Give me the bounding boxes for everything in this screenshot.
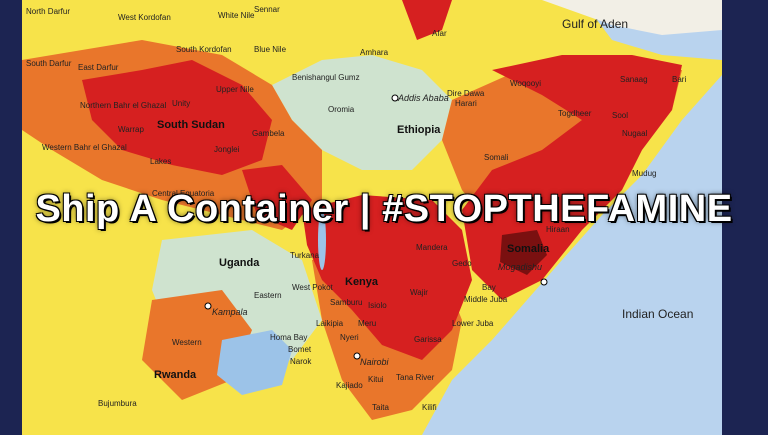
region-label: Isiolo (368, 301, 387, 310)
region-label: South Kordofan (176, 45, 232, 54)
region-label: West Kordofan (118, 13, 171, 22)
zone-emergency-south-sudan (82, 60, 272, 175)
region-label: Blue Nile (254, 45, 287, 54)
region-label: Benishangul Gumz (292, 73, 360, 82)
capital-marker-icon (391, 94, 399, 102)
region-label: Sanaag (620, 75, 648, 84)
country-label-rwanda: Rwanda (154, 369, 197, 381)
region-label: Gedo (452, 259, 472, 268)
capital-marker-icon (204, 302, 212, 310)
region-label: Oromia (328, 105, 355, 114)
region-label: Woqooyi (510, 79, 541, 88)
campaign-banner: Ship A Container | #STOPTHEFAMINE (35, 188, 733, 230)
region-label: Central Equatoria (152, 189, 215, 198)
region-label: Lower Juba (452, 319, 494, 328)
region-label: Nyeri (340, 333, 359, 342)
country-label-ethiopia: Ethiopia (397, 124, 441, 136)
country-label-uganda: Uganda (219, 257, 260, 269)
region-label: Wajir (410, 288, 428, 297)
city-label-addis: Addis Ababa (397, 93, 449, 103)
region-label: Mudug (632, 169, 656, 178)
sea-label-gulf: Gulf of Aden (562, 17, 628, 31)
region-label: Bay (482, 283, 496, 292)
region-label: Kajiado (336, 381, 363, 390)
region-label: Narok (290, 357, 312, 366)
region-label: Eastern (254, 291, 282, 300)
country-label-south-sudan: South Sudan (157, 119, 225, 131)
land-minimal-ethiopia (272, 55, 452, 170)
region-label: Laikipia (316, 319, 344, 328)
sea-label-ocean: Indian Ocean (622, 307, 693, 321)
region-label: Nugaal (622, 129, 648, 138)
region-label: Hiraan (546, 225, 570, 234)
lake-victoria (217, 330, 292, 395)
region-label: Tana River (396, 373, 435, 382)
zone-famine-bay (500, 230, 547, 275)
zone-emergency-kenya (302, 195, 472, 360)
land-arabia (542, 0, 722, 35)
region-label: Kitui (368, 375, 384, 384)
zone-emergency-jonglei (242, 165, 312, 230)
country-label-somalia: Somalia (507, 243, 550, 255)
region-label: East Darfur (78, 63, 119, 72)
region-label: Western Bahr el Ghazal (42, 143, 127, 152)
region-label: Taita (372, 403, 389, 412)
region-label: West Pokot (292, 283, 334, 292)
capital-marker-icon (540, 278, 548, 286)
region-label: Jonglei (214, 145, 240, 154)
region-label: Lakes (150, 157, 171, 166)
region-label: Dire Dawa (447, 89, 485, 98)
region-label: Mandera (416, 243, 448, 252)
region-label: Garissa (414, 335, 442, 344)
region-label: Meru (358, 319, 376, 328)
region-label: Gambela (252, 129, 285, 138)
city-label-mogadishu: Mogadishu (498, 262, 542, 272)
region-label: Sool (612, 111, 628, 120)
region-label: Harari (455, 99, 477, 108)
region-label: Sennar (254, 5, 280, 14)
lake-turkana (318, 210, 326, 270)
region-label: Somali (484, 153, 509, 162)
map-svg: Gulf of Aden Indian Ocean South Sudan Et… (22, 0, 722, 435)
capital-marker-icon (353, 352, 361, 360)
region-label: Bari (672, 75, 686, 84)
region-label: Middle Juba (464, 295, 508, 304)
famine-map: Gulf of Aden Indian Ocean South Sudan Et… (22, 0, 722, 435)
region-label: South Darfur (26, 59, 72, 68)
city-label-nairobi: Nairobi (360, 357, 390, 367)
region-label: SNNP (318, 207, 340, 216)
region-label: Kilifi (422, 403, 437, 412)
region-label: Bomet (288, 345, 312, 354)
city-label-kampala: Kampala (212, 307, 248, 317)
region-label: Upper Nile (216, 85, 254, 94)
region-label: Warrap (118, 125, 144, 134)
region-label: White Nile (218, 11, 255, 20)
region-label: Unity (172, 99, 190, 108)
zone-emergency-afar (402, 0, 452, 40)
region-label: Turkana (290, 251, 320, 260)
region-label: Afar (432, 29, 447, 38)
region-label: Bujumbura (98, 399, 137, 408)
region-label: Amhara (360, 48, 389, 57)
region-label: Samburu (330, 298, 362, 307)
region-label: North Darfur (26, 7, 70, 16)
region-label: Homa Bay (270, 333, 307, 342)
region-label: Northern Bahr el Ghazal (80, 101, 166, 110)
region-label: Togdheer (558, 109, 592, 118)
region-label: Western (172, 338, 202, 347)
country-label-kenya: Kenya (345, 276, 379, 288)
